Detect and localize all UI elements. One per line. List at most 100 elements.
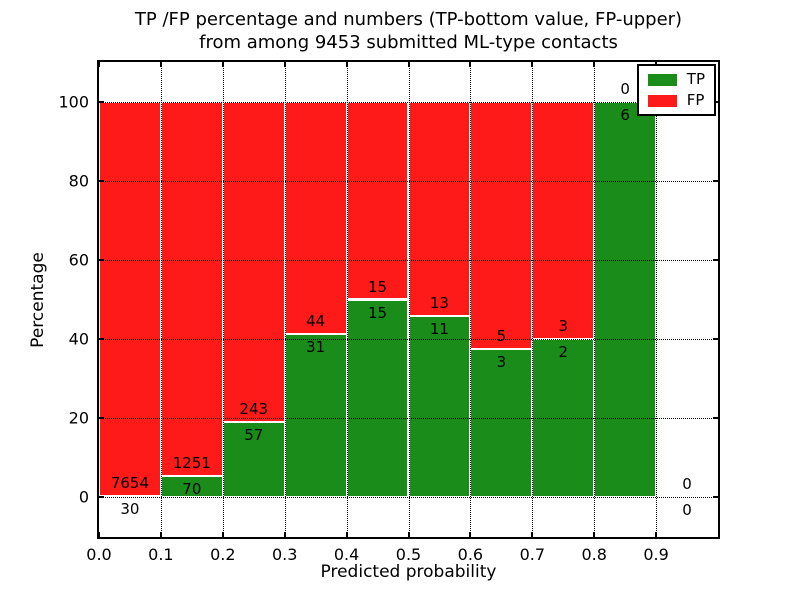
x-tickmark xyxy=(407,62,410,67)
x-tick-label: 0.4 xyxy=(333,545,360,564)
x-tickmark xyxy=(469,62,472,67)
x-tickmark xyxy=(98,532,100,537)
fp-bar xyxy=(160,101,223,477)
tp-count-label: 30 xyxy=(120,499,140,518)
y-tickmark xyxy=(99,496,104,499)
fp-bar xyxy=(284,101,347,334)
tp-count-label: 31 xyxy=(306,337,326,356)
y-tickmark xyxy=(713,496,718,499)
y-tickmark xyxy=(713,258,718,261)
tp-count-label: 6 xyxy=(620,105,630,124)
x-gridline xyxy=(594,62,596,537)
y-tickmark xyxy=(99,258,104,261)
x-tickmark xyxy=(221,532,224,537)
y-tickmark xyxy=(99,179,104,182)
x-tick-label: 0.8 xyxy=(581,545,607,564)
plot-area: TP FP 7654 30 1251 70 243 57 44 31 15 15 13 11 5 3 3 2 0… xyxy=(58,60,720,564)
x-gridline xyxy=(656,62,658,537)
fp-bar xyxy=(346,101,409,300)
y-tickmark xyxy=(99,100,104,103)
legend-entry-fp: FP xyxy=(647,91,705,109)
y-axis-label: Percentage xyxy=(28,252,48,348)
x-tick-label: 0.1 xyxy=(148,545,174,564)
fp-bar xyxy=(408,101,471,316)
y-tick-label: 60 xyxy=(68,250,89,270)
x-tick-label: 0.7 xyxy=(519,545,546,564)
chart-title-line2: from among 9453 submitted ML-type contac… xyxy=(199,32,618,53)
fp-count-label: 243 xyxy=(239,400,269,419)
x-gridline xyxy=(532,62,534,537)
fp-count-label: 0 xyxy=(620,79,630,98)
y-tickmark xyxy=(713,417,718,420)
x-tickmark xyxy=(531,62,534,67)
fp-count-label: 0 xyxy=(682,475,692,494)
x-gridline xyxy=(470,62,472,537)
x-tickmark xyxy=(345,62,348,67)
tp-swatch-icon xyxy=(647,73,677,86)
chart-title-line1: TP /FP percentage and numbers (TP-bottom… xyxy=(134,9,683,30)
y-tick-label: 100 xyxy=(58,92,89,112)
y-tickmark xyxy=(99,417,104,420)
tp-bar xyxy=(284,333,347,498)
legend: TP FP xyxy=(636,64,716,116)
y-tick-label: 20 xyxy=(68,408,89,428)
y-tick-label: 0 xyxy=(78,487,89,507)
y-tickmark xyxy=(713,338,718,341)
tp-bar xyxy=(470,348,533,498)
y-tick-label: 40 xyxy=(68,329,89,349)
tp-bar xyxy=(222,422,285,498)
fp-count-label: 13 xyxy=(429,294,449,312)
x-tick-label: 0.9 xyxy=(643,545,669,564)
fp-swatch-icon xyxy=(647,94,677,107)
y-tick-label: 80 xyxy=(68,171,89,191)
legend-entry-tp: TP xyxy=(647,70,705,88)
x-tickmark xyxy=(283,532,286,537)
fp-bar xyxy=(470,101,533,349)
tp-bar xyxy=(346,299,409,498)
x-gridline xyxy=(408,62,410,537)
x-tick-label: 0.3 xyxy=(271,545,298,564)
tp-bar xyxy=(594,101,657,498)
x-tickmark xyxy=(655,532,658,537)
x-tick-label: 0.6 xyxy=(457,545,484,564)
tp-bar xyxy=(532,339,595,498)
y-tickmark xyxy=(99,338,104,341)
fp-count-label: 44 xyxy=(306,311,326,330)
tp-count-label: 15 xyxy=(368,303,388,322)
tp-count-label: 57 xyxy=(244,426,264,445)
x-tickmark xyxy=(531,532,534,537)
x-tick-label: 0.0 xyxy=(86,545,112,564)
fp-bar xyxy=(532,101,595,340)
tp-count-label: 70 xyxy=(182,480,202,499)
x-tickmark xyxy=(593,532,596,537)
fp-count-label: 7654 xyxy=(110,473,150,492)
x-axis-label: Predicted probability xyxy=(320,562,497,582)
x-tickmark xyxy=(283,62,286,67)
tp-bar xyxy=(408,316,471,498)
y-tickmark xyxy=(713,179,718,182)
legend-label-fp: FP xyxy=(686,91,705,109)
fp-count-label: 3 xyxy=(558,317,569,336)
tp-count-label: 11 xyxy=(429,320,449,338)
x-gridline xyxy=(346,62,348,537)
legend-label-tp: TP xyxy=(686,70,705,88)
chart-title: TP /FP percentage and numbers (TP-bottom… xyxy=(97,8,720,54)
fp-bar xyxy=(222,101,285,423)
fp-count-label: 15 xyxy=(368,277,388,296)
x-tickmark xyxy=(98,62,100,67)
x-tickmark xyxy=(159,532,162,537)
tp-count-label: 2 xyxy=(558,343,569,362)
fp-count-label: 5 xyxy=(496,326,507,345)
x-gridline xyxy=(160,62,162,537)
x-tickmark xyxy=(593,62,596,67)
tp-count-label: 0 xyxy=(682,501,692,520)
fp-count-label: 1251 xyxy=(172,454,211,473)
x-gridline xyxy=(284,62,286,537)
x-tickmark xyxy=(345,532,348,537)
tp-count-label: 3 xyxy=(496,352,507,371)
x-tickmark xyxy=(407,532,410,537)
x-tickmark xyxy=(469,532,472,537)
x-tickmark xyxy=(159,62,162,67)
x-tick-label: 0.2 xyxy=(210,545,236,564)
